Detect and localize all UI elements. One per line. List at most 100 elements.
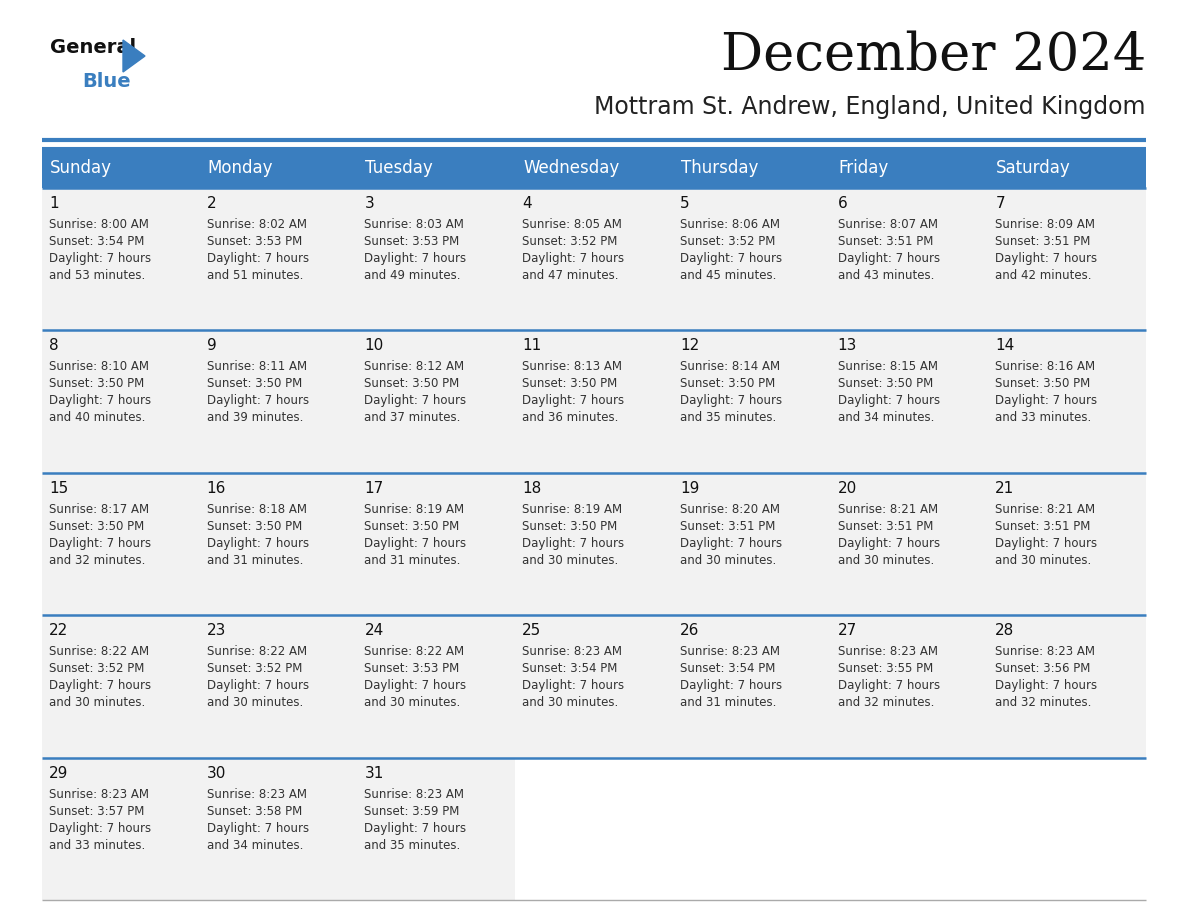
Text: 22: 22 <box>49 623 68 638</box>
Text: Daylight: 7 hours: Daylight: 7 hours <box>523 395 624 408</box>
Text: Sunrise: 8:11 AM: Sunrise: 8:11 AM <box>207 361 307 374</box>
Bar <box>988 615 1146 757</box>
Text: Daylight: 7 hours: Daylight: 7 hours <box>523 537 624 550</box>
Text: and 37 minutes.: and 37 minutes. <box>365 411 461 424</box>
Text: Sunrise: 8:10 AM: Sunrise: 8:10 AM <box>49 361 148 374</box>
Text: and 45 minutes.: and 45 minutes. <box>680 269 776 282</box>
Text: Sunrise: 8:14 AM: Sunrise: 8:14 AM <box>680 361 781 374</box>
Bar <box>200 757 358 900</box>
Text: Sunrise: 8:09 AM: Sunrise: 8:09 AM <box>996 218 1095 231</box>
Text: 1: 1 <box>49 196 58 211</box>
Bar <box>516 757 672 900</box>
Text: and 35 minutes.: and 35 minutes. <box>680 411 776 424</box>
Bar <box>516 473 672 615</box>
Text: Sunset: 3:59 PM: Sunset: 3:59 PM <box>365 804 460 818</box>
Text: 25: 25 <box>523 623 542 638</box>
Text: Daylight: 7 hours: Daylight: 7 hours <box>207 537 309 550</box>
Text: and 30 minutes.: and 30 minutes. <box>838 554 934 566</box>
Text: Sunrise: 8:23 AM: Sunrise: 8:23 AM <box>49 788 148 800</box>
Bar <box>672 188 830 330</box>
Text: and 35 minutes.: and 35 minutes. <box>365 839 461 852</box>
Text: Sunrise: 8:13 AM: Sunrise: 8:13 AM <box>523 361 623 374</box>
Text: December 2024: December 2024 <box>721 30 1146 81</box>
Text: Daylight: 7 hours: Daylight: 7 hours <box>49 822 151 834</box>
Text: 18: 18 <box>523 481 542 496</box>
Text: Daylight: 7 hours: Daylight: 7 hours <box>838 395 940 408</box>
Text: and 31 minutes.: and 31 minutes. <box>207 554 303 566</box>
Text: General: General <box>50 38 137 57</box>
Text: Sunset: 3:50 PM: Sunset: 3:50 PM <box>365 377 460 390</box>
Text: Sunset: 3:56 PM: Sunset: 3:56 PM <box>996 662 1091 676</box>
Text: and 32 minutes.: and 32 minutes. <box>996 696 1092 710</box>
Text: Daylight: 7 hours: Daylight: 7 hours <box>49 537 151 550</box>
Bar <box>200 615 358 757</box>
Text: 24: 24 <box>365 623 384 638</box>
Text: 4: 4 <box>523 196 532 211</box>
Text: Sunrise: 8:23 AM: Sunrise: 8:23 AM <box>996 645 1095 658</box>
Text: 6: 6 <box>838 196 847 211</box>
Text: Sunset: 3:50 PM: Sunset: 3:50 PM <box>680 377 775 390</box>
Text: 31: 31 <box>365 766 384 780</box>
Text: Sunrise: 8:12 AM: Sunrise: 8:12 AM <box>365 361 465 374</box>
Polygon shape <box>124 40 145 72</box>
Text: and 36 minutes.: and 36 minutes. <box>523 411 619 424</box>
Bar <box>672 615 830 757</box>
Text: Sunrise: 8:19 AM: Sunrise: 8:19 AM <box>523 503 623 516</box>
Text: and 42 minutes.: and 42 minutes. <box>996 269 1092 282</box>
Bar <box>42 148 1146 188</box>
Text: Sunrise: 8:02 AM: Sunrise: 8:02 AM <box>207 218 307 231</box>
Text: Sunrise: 8:00 AM: Sunrise: 8:00 AM <box>49 218 148 231</box>
Bar <box>988 188 1146 330</box>
Text: Daylight: 7 hours: Daylight: 7 hours <box>365 679 467 692</box>
Text: Sunrise: 8:20 AM: Sunrise: 8:20 AM <box>680 503 779 516</box>
Text: Daylight: 7 hours: Daylight: 7 hours <box>996 537 1098 550</box>
Text: Blue: Blue <box>82 72 131 91</box>
Text: Sunset: 3:51 PM: Sunset: 3:51 PM <box>838 235 933 248</box>
Text: and 31 minutes.: and 31 minutes. <box>680 696 776 710</box>
Text: Sunset: 3:50 PM: Sunset: 3:50 PM <box>207 520 302 532</box>
Bar <box>830 330 988 473</box>
Text: Daylight: 7 hours: Daylight: 7 hours <box>523 252 624 265</box>
Text: and 32 minutes.: and 32 minutes. <box>838 696 934 710</box>
Text: Sunset: 3:53 PM: Sunset: 3:53 PM <box>207 235 302 248</box>
Bar <box>672 473 830 615</box>
Text: 11: 11 <box>523 339 542 353</box>
Text: Sunday: Sunday <box>50 159 112 177</box>
Text: 26: 26 <box>680 623 700 638</box>
Text: Daylight: 7 hours: Daylight: 7 hours <box>207 252 309 265</box>
Text: Daylight: 7 hours: Daylight: 7 hours <box>838 679 940 692</box>
Text: and 43 minutes.: and 43 minutes. <box>838 269 934 282</box>
Text: Sunset: 3:58 PM: Sunset: 3:58 PM <box>207 804 302 818</box>
Text: 15: 15 <box>49 481 68 496</box>
Text: Sunset: 3:50 PM: Sunset: 3:50 PM <box>207 377 302 390</box>
Text: 20: 20 <box>838 481 857 496</box>
Bar <box>358 615 516 757</box>
Text: Daylight: 7 hours: Daylight: 7 hours <box>365 822 467 834</box>
Text: Sunrise: 8:05 AM: Sunrise: 8:05 AM <box>523 218 623 231</box>
Text: Sunrise: 8:23 AM: Sunrise: 8:23 AM <box>523 645 623 658</box>
Text: Sunrise: 8:22 AM: Sunrise: 8:22 AM <box>365 645 465 658</box>
Text: 21: 21 <box>996 481 1015 496</box>
Text: and 30 minutes.: and 30 minutes. <box>523 554 619 566</box>
Text: Thursday: Thursday <box>681 159 758 177</box>
Bar <box>42 615 200 757</box>
Bar <box>358 330 516 473</box>
Bar <box>830 473 988 615</box>
Text: Sunrise: 8:18 AM: Sunrise: 8:18 AM <box>207 503 307 516</box>
Text: and 34 minutes.: and 34 minutes. <box>207 839 303 852</box>
Text: Sunset: 3:50 PM: Sunset: 3:50 PM <box>996 377 1091 390</box>
Text: and 31 minutes.: and 31 minutes. <box>365 554 461 566</box>
Text: Wednesday: Wednesday <box>523 159 619 177</box>
Text: Daylight: 7 hours: Daylight: 7 hours <box>680 679 782 692</box>
Text: Daylight: 7 hours: Daylight: 7 hours <box>996 252 1098 265</box>
Text: Sunset: 3:53 PM: Sunset: 3:53 PM <box>365 235 460 248</box>
Text: 19: 19 <box>680 481 700 496</box>
Text: Sunrise: 8:06 AM: Sunrise: 8:06 AM <box>680 218 779 231</box>
Text: Sunrise: 8:03 AM: Sunrise: 8:03 AM <box>365 218 465 231</box>
Text: and 33 minutes.: and 33 minutes. <box>996 411 1092 424</box>
Text: Daylight: 7 hours: Daylight: 7 hours <box>838 252 940 265</box>
Bar <box>516 188 672 330</box>
Text: Daylight: 7 hours: Daylight: 7 hours <box>207 679 309 692</box>
Text: and 33 minutes.: and 33 minutes. <box>49 839 145 852</box>
Text: Sunset: 3:50 PM: Sunset: 3:50 PM <box>365 520 460 532</box>
